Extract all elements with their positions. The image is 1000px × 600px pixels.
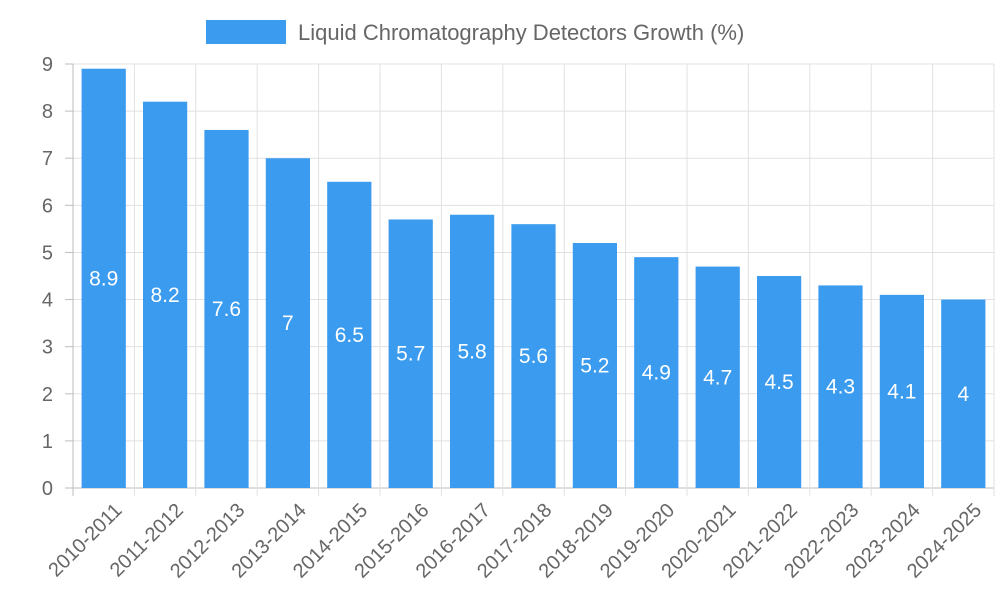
legend-swatch — [206, 20, 286, 44]
legend-label: Liquid Chromatography Detectors Growth (… — [298, 20, 744, 45]
bars — [81, 68, 986, 488]
y-tick-label: 9 — [42, 54, 53, 76]
bar-2011-2012[interactable] — [142, 101, 188, 488]
bar-value-label: 5.7 — [396, 343, 425, 366]
data-labels: 8.9 8.2 7.6 7 6.5 5.7 5.8 5.6 5.2 4.9 4.7 4.5 4.3 4.1… — [89, 267, 969, 405]
bar-value-label: 7 — [282, 312, 294, 335]
bar-2017-2018[interactable] — [511, 224, 556, 488]
bar-value-label: 8.9 — [89, 267, 118, 290]
bar-value-label: 5.2 — [580, 355, 609, 378]
bar-value-label: 5.6 — [519, 345, 548, 368]
bar-2024-2025[interactable] — [941, 299, 986, 488]
y-tick-label: 8 — [42, 101, 53, 123]
bar-value-label: 4.7 — [703, 366, 732, 389]
y-tick-label: 1 — [42, 431, 53, 453]
y-tick-label: 7 — [42, 148, 53, 170]
bar-value-label: 4.5 — [764, 371, 793, 394]
bar-value-label: 4.1 — [887, 380, 916, 403]
bar-2023-2024[interactable] — [879, 294, 925, 488]
x-axis-tick-labels: 2010-20112011-20122012-20132013-20142014… — [44, 499, 986, 582]
bar-value-label: 6.5 — [335, 324, 364, 347]
bar-2022-2023[interactable] — [818, 285, 863, 488]
y-tick-label: 2 — [42, 384, 53, 406]
y-tick-label: 5 — [42, 242, 53, 264]
y-tick-label: 4 — [42, 290, 53, 312]
bar-2020-2021[interactable] — [695, 266, 740, 488]
bar-2016-2017[interactable] — [449, 214, 495, 488]
y-tick-label: 3 — [42, 337, 53, 359]
axes — [65, 63, 73, 489]
bar-2014-2015[interactable] — [327, 181, 372, 488]
y-axis-tick-labels: 0 1 2 3 4 5 6 7 8 9 — [42, 54, 53, 500]
bar-2019-2020[interactable] — [634, 257, 679, 488]
bar-value-label: 4 — [957, 383, 969, 406]
bar-value-label: 4.9 — [642, 362, 671, 385]
bar-2010-2011[interactable] — [81, 68, 126, 488]
bar-2021-2022[interactable] — [756, 276, 802, 488]
bar-value-label: 4.3 — [826, 376, 855, 399]
y-tick-label: 0 — [42, 478, 53, 500]
bar-value-label: 7.6 — [212, 298, 241, 321]
y-tick-label: 6 — [42, 195, 53, 217]
bar-2013-2014[interactable] — [265, 158, 311, 488]
bar-value-label: 8.2 — [150, 284, 179, 307]
bar-2018-2019[interactable] — [572, 243, 618, 488]
bar-2015-2016[interactable] — [388, 219, 433, 488]
legend[interactable]: Liquid Chromatography Detectors Growth (… — [206, 20, 744, 45]
bar-value-label: 5.8 — [457, 340, 486, 363]
bar-2012-2013[interactable] — [204, 129, 249, 488]
